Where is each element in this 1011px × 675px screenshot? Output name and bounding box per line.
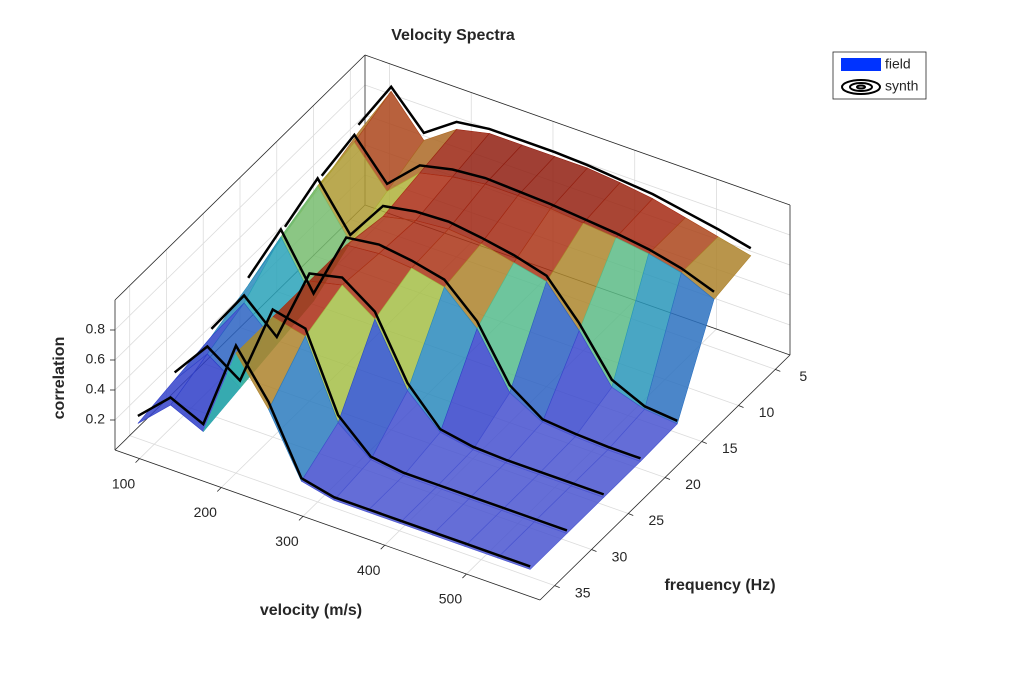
synth-line [137, 342, 531, 568]
legend-swatch [841, 58, 881, 71]
y-tick [628, 513, 634, 516]
surface-patch [496, 521, 568, 570]
y-tick-label: 30 [612, 548, 628, 564]
x-tick-label: 200 [194, 504, 218, 520]
grid-line [114, 84, 366, 331]
x-tick-label: 300 [275, 533, 299, 549]
y-tick-label: 5 [799, 368, 807, 384]
y-tick-label: 10 [759, 404, 775, 420]
y-tick-label: 25 [648, 512, 664, 528]
axis-line [364, 54, 791, 206]
z-tick-label: 0.8 [86, 321, 106, 337]
y-tick [664, 477, 671, 480]
y-tick [738, 405, 744, 408]
legend-label: synth [885, 78, 918, 94]
grid-line [114, 114, 366, 361]
x-tick [462, 573, 467, 579]
z-tick-label: 0.6 [86, 351, 106, 367]
synth-line [320, 132, 715, 293]
z-tick-label: 0.2 [86, 411, 106, 427]
x-tick [298, 516, 304, 521]
surface [137, 84, 752, 570]
y-tick [554, 585, 560, 588]
legend: field synth [832, 51, 927, 100]
x-axis-label: velocity (m/s) [260, 602, 362, 619]
synth-line [210, 272, 605, 496]
x-tick [380, 544, 385, 550]
y-tick [775, 369, 781, 372]
x-tick-label: 400 [357, 562, 381, 578]
chart-title: Velocity Spectra [391, 27, 515, 44]
grid-line [129, 435, 555, 586]
legend-swatch [841, 79, 881, 95]
z-tick-label: 0.4 [86, 381, 106, 397]
legend-label: field [885, 56, 911, 72]
y-axis-label: frequency (Hz) [664, 577, 775, 594]
axis-line [114, 54, 366, 301]
y-tick-label: 20 [685, 476, 701, 492]
synth-line [357, 84, 752, 250]
x-tick [216, 487, 222, 492]
z-axis-label: correlation [51, 337, 68, 420]
x-tick [135, 458, 140, 463]
synth-line [283, 176, 678, 422]
axis-line [114, 449, 541, 601]
synth-line [173, 307, 568, 532]
y-tick [701, 441, 707, 444]
y-tick [591, 549, 597, 552]
ticks: 100 200 300 400 500 5 10 15 20 25 30 35 0.2 0.4 0.6 0.8 [86, 321, 808, 607]
x-tick-label: 100 [112, 475, 136, 491]
x-tick-label: 500 [439, 591, 463, 607]
y-tick-label: 35 [575, 584, 591, 600]
synth-line [247, 226, 641, 460]
y-tick-label: 15 [722, 440, 738, 456]
